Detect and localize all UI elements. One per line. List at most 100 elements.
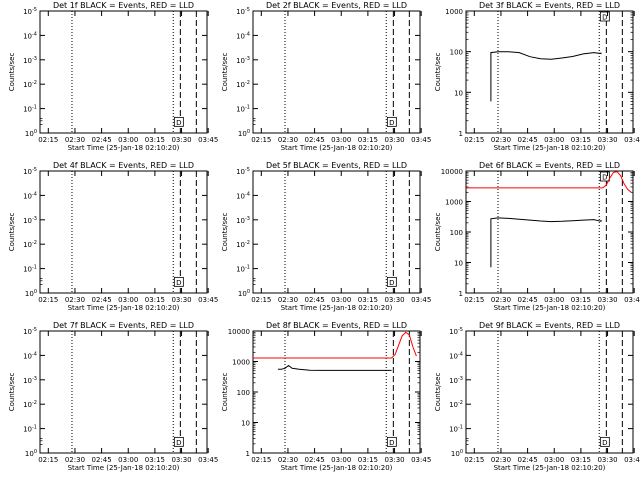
- x-tick-label: 03:00: [544, 456, 564, 464]
- annotation-label: D: [602, 174, 607, 182]
- y-tick-label: 10-3: [236, 56, 250, 65]
- y-tick-label: 10-4: [449, 351, 463, 360]
- y-tick-label: 10-5: [23, 167, 37, 176]
- x-tick-label: 03:30: [384, 136, 404, 144]
- y-axis-label: Counts/sec: [434, 373, 442, 412]
- annotation-box: [599, 11, 610, 22]
- x-axis-label: Start Time (25-Jan-18 02:10:20): [281, 304, 393, 312]
- x-tick-label: 03:45: [198, 136, 218, 144]
- x-tick-label: 03:45: [411, 136, 431, 144]
- lld-series-line: [253, 331, 417, 359]
- y-tick-label: 10-2: [236, 80, 250, 89]
- y-tick-label: 10-2: [23, 80, 37, 89]
- x-tick-label: 03:15: [571, 456, 591, 464]
- region-annotation: D: [173, 116, 184, 127]
- x-tick-label: 03:00: [331, 136, 351, 144]
- y-tick-label: 10-2: [236, 240, 250, 249]
- y-tick-label: 1: [246, 450, 250, 458]
- x-axis-label: Start Time (25-Jan-18 02:10:20): [68, 144, 180, 152]
- plot-frame: [39, 170, 208, 294]
- y-tick-label: 10-1: [236, 105, 250, 114]
- annotation-box: [386, 436, 397, 447]
- y-tick-label: 10-3: [23, 376, 37, 385]
- y-tick-label: 1: [459, 130, 463, 138]
- y-tick-label: 10-1: [449, 425, 463, 434]
- x-tick-label: 02:15: [464, 456, 484, 464]
- y-tick-label: 10-3: [449, 376, 463, 385]
- y-tick-label: 10000: [228, 328, 250, 336]
- panel-title: Det 2f BLACK = Events, RED = LLD: [266, 1, 407, 10]
- panel-title: Det 5f BLACK = Events, RED = LLD: [266, 161, 407, 170]
- region-annotation: D: [599, 171, 610, 182]
- annotation-box: [386, 276, 397, 287]
- x-tick-label: 02:45: [518, 456, 538, 464]
- x-tick-label: 03:45: [411, 296, 431, 304]
- y-tick-label: 10-2: [449, 400, 463, 409]
- annotation-label: D: [389, 119, 394, 127]
- x-tick-label: 02:45: [92, 296, 112, 304]
- y-axis-label: Counts/sec: [434, 213, 442, 252]
- y-tick-label: 100: [238, 289, 250, 298]
- region-annotation: D: [386, 116, 397, 127]
- x-tick-label: 03:45: [198, 296, 218, 304]
- region-annotation: D: [386, 276, 397, 287]
- x-axis-label: Start Time (25-Jan-18 02:10:20): [281, 464, 393, 472]
- panel-title: Det 6f BLACK = Events, RED = LLD: [479, 161, 620, 170]
- x-tick-label: 02:45: [305, 136, 325, 144]
- lld-series-line: [466, 171, 632, 193]
- annotation-box: [599, 171, 610, 182]
- y-tick-label: 10-5: [23, 7, 37, 16]
- x-tick-label: 02:30: [491, 456, 511, 464]
- x-tick-label: 03:30: [171, 136, 191, 144]
- region-annotation: D: [173, 276, 184, 287]
- x-tick-label: 02:45: [92, 136, 112, 144]
- x-tick-label: 02:30: [65, 296, 85, 304]
- y-tick-label: 10-2: [23, 240, 37, 249]
- y-axis-label: Counts/sec: [221, 53, 229, 92]
- x-tick-label: 02:45: [305, 296, 325, 304]
- y-tick-label: 10-1: [23, 265, 37, 274]
- y-tick-label: 10-4: [23, 351, 37, 360]
- y-tick-label: 100: [238, 129, 250, 138]
- y-tick-label: 100: [450, 49, 463, 57]
- x-tick-label: 03:15: [571, 296, 591, 304]
- y-axis-label: Counts/sec: [221, 373, 229, 412]
- detector-panel-6: Det 6f BLACK = Events, RED = LLD D 02:15 02…: [434, 161, 640, 312]
- x-tick-label: 03:15: [571, 136, 591, 144]
- x-axis-label: Start Time (25-Jan-18 02:10:20): [68, 464, 180, 472]
- x-tick-label: 03:45: [411, 456, 431, 464]
- events-series-line: [490, 51, 602, 102]
- annotation-box: [173, 116, 184, 127]
- annotation-label: D: [176, 439, 181, 447]
- y-tick-label: 10-1: [23, 425, 37, 434]
- y-tick-label: 10-5: [449, 327, 463, 336]
- events-series-line: [490, 217, 602, 268]
- x-tick-label: 02:15: [38, 136, 58, 144]
- annotation-box: [599, 436, 610, 447]
- y-tick-label: 100: [25, 129, 37, 138]
- x-tick-label: 03:30: [597, 136, 617, 144]
- plot-frame: [465, 330, 634, 454]
- y-axis-label: Counts/sec: [8, 53, 16, 92]
- plot-frame: [465, 10, 634, 134]
- x-tick-label: 02:15: [464, 296, 484, 304]
- x-tick-label: 03:00: [331, 296, 351, 304]
- annotation-label: D: [176, 119, 181, 127]
- region-annotation: D: [599, 11, 610, 22]
- x-tick-label: 03:00: [544, 296, 564, 304]
- x-tick-label: 03:15: [145, 136, 165, 144]
- detector-panel-1: Det 1f BLACK = Events, RED = LLD D 02:15 02…: [8, 1, 218, 152]
- y-tick-label: 10: [241, 420, 250, 428]
- y-tick-label: 10-5: [236, 7, 250, 16]
- y-tick-label: 1: [459, 290, 463, 298]
- y-tick-label: 10000: [441, 168, 463, 176]
- annotation-label: D: [389, 439, 394, 447]
- x-axis-label: Start Time (25-Jan-18 02:10:20): [281, 144, 393, 152]
- x-axis-label: Start Time (25-Jan-18 02:10:20): [494, 304, 606, 312]
- y-tick-label: 10: [454, 89, 463, 97]
- panel-title: Det 3f BLACK = Events, RED = LLD: [479, 1, 620, 10]
- x-tick-label: 03:30: [171, 456, 191, 464]
- x-tick-label: 02:30: [65, 456, 85, 464]
- x-tick-label: 03:00: [118, 456, 138, 464]
- x-tick-label: 03:00: [118, 296, 138, 304]
